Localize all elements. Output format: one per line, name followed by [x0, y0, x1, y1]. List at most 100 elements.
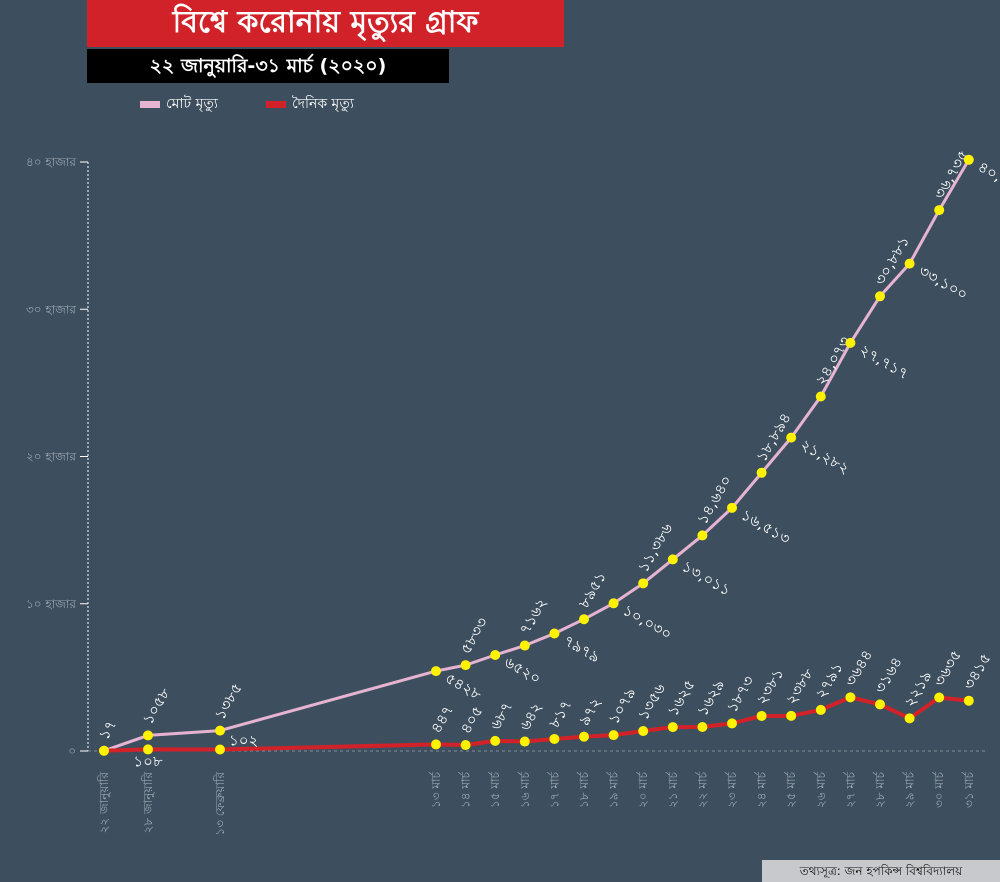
total-point — [934, 205, 945, 216]
daily-data-label: ৩৬৪৪ — [841, 647, 876, 690]
total-point — [608, 598, 619, 609]
total-data-label: ৮৯৫১ — [575, 568, 610, 611]
daily-data-label: ৩১৬৪ — [871, 654, 906, 697]
total-point — [815, 391, 826, 402]
daily-data-label: ১০২ — [229, 731, 258, 749]
source-note: তথ্যসূত্র: জন হপকিন্স বিশ্ববিদ্যালয় — [762, 860, 1000, 882]
x-tick-label: ২৫ মার্চ — [784, 771, 798, 808]
y-tick-label: ২০ হাজার — [26, 450, 76, 464]
daily-data-label: ১০৮ — [133, 752, 162, 770]
chart-subtitle: ২২ জানুয়ারি-৩১ মার্চ (২০২০) — [87, 49, 449, 83]
daily-point — [934, 692, 945, 703]
legend-swatch-daily — [265, 100, 286, 108]
daily-point — [215, 744, 225, 755]
total-data-label: ১৩,০১১ — [679, 557, 734, 599]
x-tick-label: ২০ মার্চ — [636, 771, 650, 808]
total-point — [756, 467, 767, 478]
daily-data-label: ৯৭২ — [575, 694, 605, 728]
total-data-label: ২১,২৮২ — [797, 435, 852, 477]
x-tick-label: ১৯ মার্চ — [607, 771, 621, 808]
x-tick-label: ২৮ মার্চ — [873, 771, 887, 808]
total-point — [845, 337, 856, 348]
total-data-label: ৬৫২০ — [501, 653, 544, 688]
total-point — [215, 725, 225, 736]
legend-label-total: মোট মৃত্যু — [166, 96, 218, 112]
total-data-label: ২৭,৭১৭ — [856, 341, 911, 383]
legend-item-total: মোট মৃত্যু — [140, 92, 218, 116]
legend-label-daily: দৈনিক মৃত্যু — [291, 96, 354, 112]
x-tick-label: ৩১ মার্চ — [962, 771, 976, 808]
total-data-label: ৭১৬২ — [516, 595, 551, 638]
daily-point — [786, 710, 797, 721]
total-point — [549, 628, 560, 639]
x-tick-label: ২৬ মার্চ — [814, 771, 828, 808]
daily-point — [667, 722, 678, 733]
total-point — [727, 502, 737, 513]
daily-point — [608, 730, 619, 741]
total-data-label: ১৩৮৫ — [211, 680, 246, 723]
total-point — [638, 578, 649, 589]
total-point — [579, 614, 589, 625]
x-tick-label: ২৭ মার্চ — [843, 771, 857, 808]
chart-title: বিশ্বে করোনায় মৃত্যুর গ্রাফ — [87, 0, 564, 47]
daily-point — [727, 718, 737, 729]
total-point — [786, 432, 797, 443]
daily-data-label: ১৮৭৩ — [723, 672, 758, 715]
total-data-label: ৭৯৭৯ — [560, 631, 603, 666]
total-point — [431, 666, 441, 677]
daily-data-label: ১৬২৫ — [664, 676, 699, 719]
daily-data-label: ১৬২৯ — [693, 676, 728, 719]
daily-point — [875, 699, 885, 710]
total-data-label: ৩৩,১০০ — [916, 261, 971, 303]
total-deaths-line — [103, 159, 971, 753]
x-tick-label: ৩০ মার্চ — [932, 771, 946, 808]
daily-data-label: ৬৮৭ — [486, 699, 516, 733]
x-tick-label: ২৯ মার্চ — [903, 771, 917, 808]
x-tick-label: ২২ জানুয়ারি — [97, 772, 112, 834]
total-point — [519, 640, 530, 651]
total-point — [460, 660, 471, 671]
daily-point — [756, 710, 767, 721]
x-tick-label: ১৬ মার্চ — [518, 771, 532, 808]
daily-deaths-line — [103, 695, 970, 753]
daily-data-label: ৪৪৭ — [427, 702, 457, 736]
daily-point — [963, 695, 974, 706]
y-tick-label: ০ — [68, 744, 76, 758]
x-tick-label: ২৩ মার্চ — [725, 771, 739, 808]
daily-point — [143, 744, 153, 755]
y-tick-label: ৪০ হাজার — [26, 155, 76, 169]
y-tick-label: ৩০ হাজার — [26, 302, 76, 316]
x-tick-label: ২৪ মার্চ — [755, 771, 769, 808]
total-data-label: ১০৫৮ — [139, 684, 174, 727]
daily-point — [815, 704, 826, 715]
total-data-label: ১১,৩৮৬ — [634, 520, 676, 576]
x-tick-label: ১৫ মার্চ — [488, 771, 502, 808]
x-tick-label: ১৭ মার্চ — [547, 771, 561, 808]
daily-point — [99, 745, 109, 756]
daily-point — [845, 692, 856, 703]
daily-point — [460, 740, 471, 751]
total-point — [490, 649, 501, 660]
total-point — [963, 154, 974, 165]
total-data-label: ১৪,৬৪০ — [693, 472, 735, 527]
daily-data-label: ১৩৫৬ — [634, 680, 669, 723]
legend: মোট মৃত্যু দৈনিক মৃত্যু — [140, 92, 354, 116]
daily-data-label: ৩৪১৫ — [960, 650, 995, 693]
x-tick-label: ২৮ জানুয়ারি — [141, 772, 156, 834]
daily-point — [904, 713, 915, 724]
x-tick-label: ১৩ ফেব্রুয়ারি — [213, 772, 227, 836]
x-tick-label: ২১ মার্চ — [666, 771, 680, 808]
total-data-label: ৫৮৩৩ — [456, 614, 491, 657]
daily-point — [519, 736, 530, 747]
daily-point — [638, 726, 649, 737]
y-tick-label: ১০ হাজার — [26, 597, 76, 611]
total-data-label: ১৬,৫১৩ — [738, 506, 794, 548]
total-data-label: ৩৬,৭৩৫ — [930, 147, 972, 202]
daily-point — [579, 731, 589, 742]
x-tick-label: ২২ মার্চ — [695, 771, 709, 808]
legend-item-daily: দৈনিক মৃত্যু — [265, 92, 354, 116]
x-tick-label: ১৩ মার্চ — [429, 771, 443, 808]
daily-data-label: ৬৪২ — [516, 699, 546, 733]
daily-data-label: ৪০৫ — [456, 703, 486, 737]
